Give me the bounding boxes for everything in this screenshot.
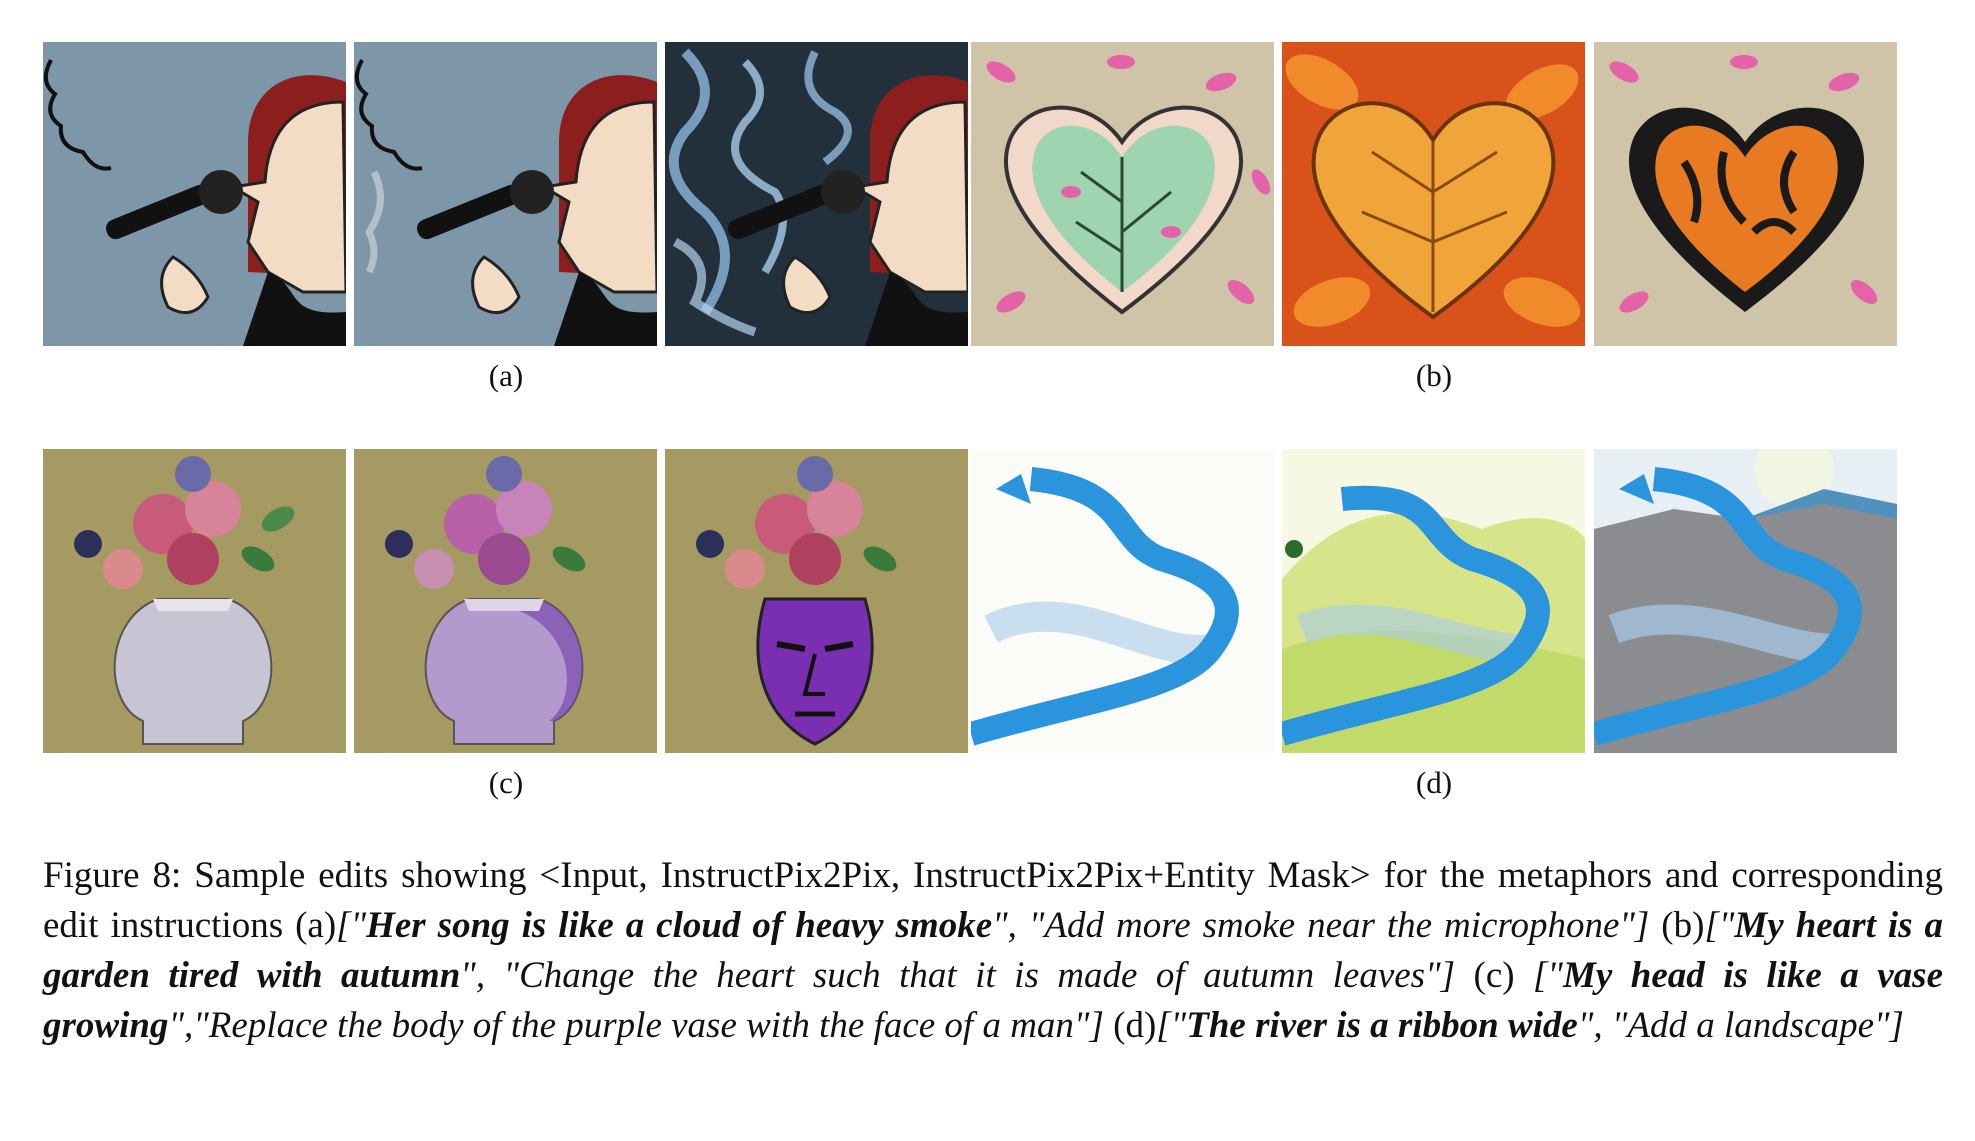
caption-d-open: ["	[1156, 1005, 1187, 1046]
panel-c-entity-mask	[665, 449, 968, 753]
subfigure-label-d: (d)	[1415, 765, 1453, 800]
panel-d-instructpix2pix	[1282, 449, 1585, 753]
caption-b-open: ["	[1704, 905, 1735, 946]
singer-input-image	[43, 42, 346, 346]
heart-input-image	[971, 42, 1274, 346]
panel-a-input	[43, 42, 346, 346]
caption-a-open: ["	[336, 905, 367, 946]
caption-prefix: Figure 8: Sample edits showing <Input, I…	[43, 855, 1943, 946]
heart-entity-mask-image	[1594, 42, 1897, 346]
river-entity-mask-image	[1594, 449, 1897, 753]
image-row-1	[43, 42, 1903, 346]
panel-a-instructpix2pix	[354, 42, 657, 346]
caption-c-metaphor: My head is like a vase growing	[43, 955, 1944, 1046]
figure-caption: Figure 8: Sample edits showing <Input, I…	[43, 851, 1943, 1051]
vase-entity-mask-image	[665, 449, 968, 753]
panel-b-entity-mask	[1594, 42, 1897, 346]
heart-ip2p-image	[1282, 42, 1585, 346]
caption-marker-a: (a)	[295, 905, 337, 946]
caption-marker-b: (b)	[1649, 905, 1705, 946]
vase-input-image	[43, 449, 346, 753]
caption-b-instruction: ", "Change the heart such that it is mad…	[460, 955, 1456, 996]
panel-c-instructpix2pix	[354, 449, 657, 753]
caption-marker-d: (d)	[1103, 1005, 1157, 1046]
subfigure-label-c: (c)	[488, 765, 524, 800]
singer-entity-mask-image	[665, 42, 968, 346]
subfigure-label-b: (b)	[1415, 358, 1453, 393]
caption-a-metaphor: Her song is like a cloud of heavy smoke	[366, 905, 993, 946]
subfigure-label-a: (a)	[488, 358, 524, 393]
caption-d-instruction: ", "Add a landscape"]	[1577, 1005, 1904, 1046]
caption-c-open: ["	[1533, 955, 1563, 996]
caption-b-metaphor: My heart is a garden tired with autumn	[43, 905, 1943, 996]
panel-d-entity-mask	[1594, 449, 1897, 753]
panel-b-instructpix2pix	[1282, 42, 1585, 346]
river-ip2p-image	[1282, 449, 1585, 753]
caption-d-metaphor: The river is a ribbon wide	[1186, 1005, 1578, 1046]
caption-marker-c: (c)	[1455, 955, 1534, 996]
river-input-image	[971, 449, 1274, 753]
image-row-2	[43, 449, 1903, 753]
singer-ip2p-image	[354, 42, 657, 346]
caption-c-instruction: ","Replace the body of the purple vase w…	[168, 1005, 1104, 1046]
panel-a-entity-mask	[665, 42, 968, 346]
panel-d-input	[971, 449, 1274, 753]
vase-ip2p-image	[354, 449, 657, 753]
panel-b-input	[971, 42, 1274, 346]
caption-a-instruction: ", "Add more smoke near the microphone"]	[992, 905, 1650, 946]
panel-c-input	[43, 449, 346, 753]
